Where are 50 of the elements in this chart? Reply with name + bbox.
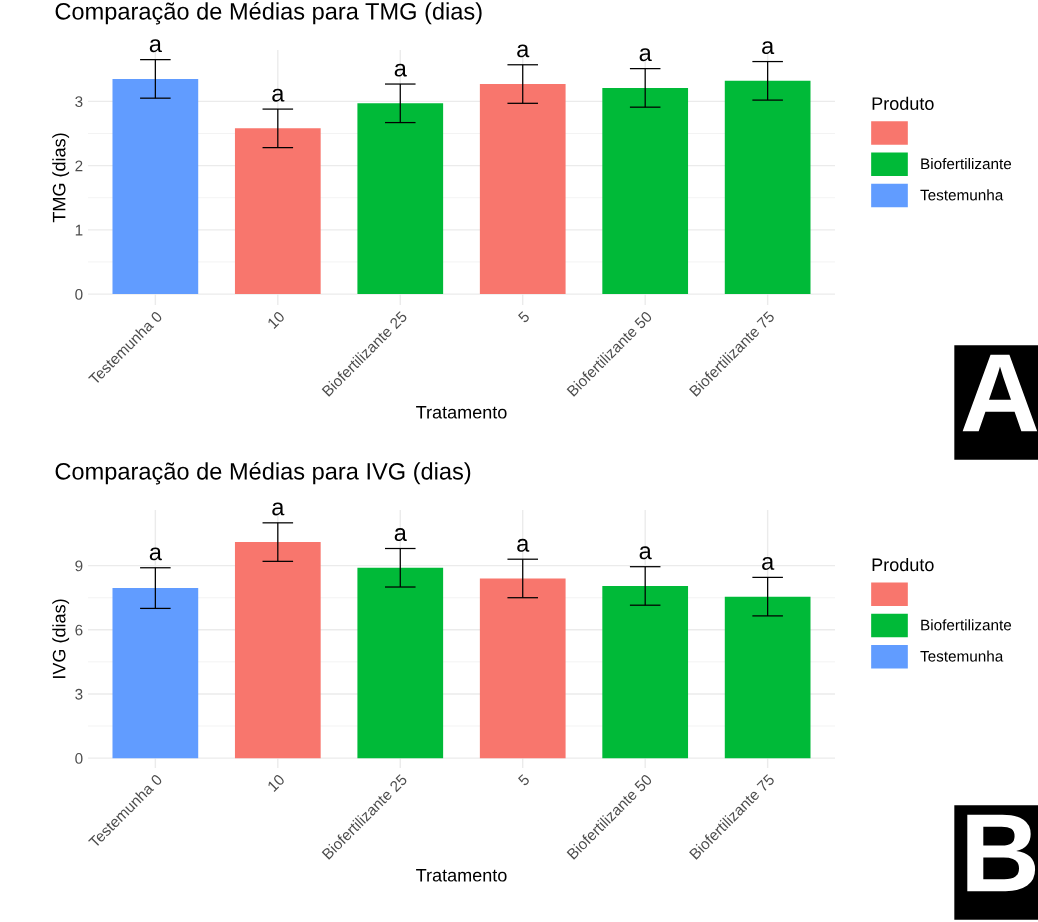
bar [357, 567, 444, 759]
x-tick-label: 5 [517, 310, 531, 324]
bar [112, 588, 199, 759]
bar [602, 585, 689, 759]
text: A [962, 354, 1038, 432]
annotation: a [272, 502, 285, 516]
bar [479, 84, 566, 295]
legend-label: Testemunha [920, 189, 1004, 201]
annotation: a [517, 44, 530, 58]
legend-title: Produto [872, 96, 934, 110]
y-tick-label: 9 [75, 560, 83, 572]
legend-label: Biofertilizante [921, 619, 1012, 631]
bar [234, 542, 321, 759]
annotation: a [272, 88, 285, 102]
annotation: a [394, 528, 407, 542]
y-tick-label: 3 [75, 96, 83, 108]
annotation: a [762, 557, 775, 570]
bar [724, 80, 811, 295]
chart-title: Comparação de Médias para IVG (dias) [55, 462, 471, 485]
legend-label: Biofertilizante [921, 158, 1012, 170]
x-tick-label: 10 [266, 773, 286, 792]
y-tick-label: 1 [75, 224, 83, 236]
x-axis-title: Tratamento [416, 869, 507, 882]
annotation: a [149, 547, 162, 561]
x-axis-title: Tratamento [416, 406, 507, 419]
annotation: a [639, 546, 652, 560]
annotation: a [639, 48, 652, 62]
annotation: a [149, 39, 162, 53]
bar [602, 87, 689, 295]
legend-title: Produto [872, 557, 934, 572]
x-tick-label: 10 [266, 310, 286, 329]
bar [724, 596, 811, 759]
y-tick-label: 3 [75, 688, 83, 700]
bar [357, 103, 444, 295]
bar [234, 128, 321, 295]
y-axis-title: TMG (dias) [52, 133, 70, 223]
y-axis-title: IVG (dias) [52, 599, 70, 678]
legend-label: Testemunha [920, 650, 1004, 662]
annotation: a [394, 63, 407, 77]
y-tick-label: 0 [75, 753, 83, 764]
bar [479, 578, 566, 759]
y-tick-label: 6 [75, 624, 83, 636]
annotation: a [762, 41, 775, 55]
chart-title: Comparação de Médias para TMG (dias) [55, 2, 482, 25]
bar [112, 78, 199, 295]
y-tick-label: 0 [75, 288, 83, 300]
x-tick-label: 5 [517, 773, 531, 787]
annotation: a [517, 538, 530, 552]
text: B [967, 814, 1036, 892]
y-tick-label: 2 [75, 160, 83, 172]
